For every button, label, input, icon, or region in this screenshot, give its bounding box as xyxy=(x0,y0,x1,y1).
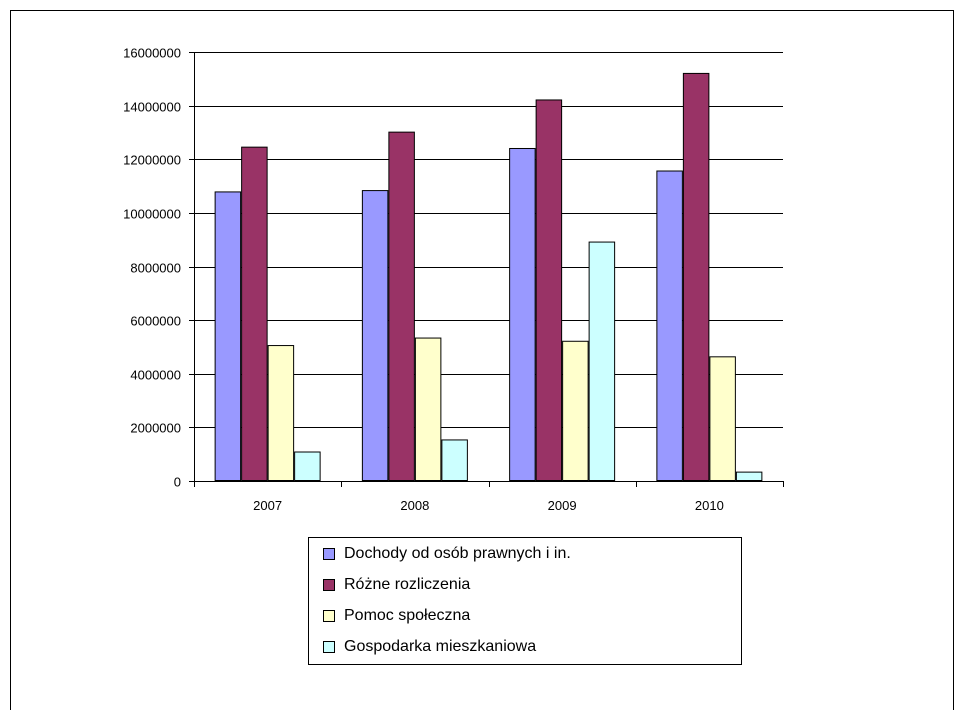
y-tick-label: 4000000 xyxy=(130,368,181,383)
y-tick-label: 14000000 xyxy=(123,100,181,115)
legend-item: Dochody od osób prawnych i in. xyxy=(323,544,571,564)
bar xyxy=(267,345,295,482)
bar xyxy=(709,356,736,481)
x-tick-label: 2010 xyxy=(695,498,724,513)
bar xyxy=(656,170,683,481)
bar xyxy=(682,72,710,481)
x-tick-label: 2007 xyxy=(253,498,282,513)
legend-swatch-icon xyxy=(323,548,335,560)
legend-label: Pomoc społeczna xyxy=(344,607,471,624)
bar xyxy=(414,337,442,481)
legend-item: Różne rozliczenia xyxy=(323,575,470,595)
x-tick-label: 2008 xyxy=(400,498,429,513)
y-tick-labels: 0 2000000 4000000 6000000 8000000 10000000 120… xyxy=(123,46,181,490)
y-tick-label: 0 xyxy=(174,475,181,490)
bar xyxy=(294,451,321,482)
legend-swatch-icon xyxy=(323,641,335,653)
bar xyxy=(588,241,616,481)
legend: Dochody od osób prawnych i in. Różne roz… xyxy=(308,537,742,665)
y-tick-label: 10000000 xyxy=(123,207,181,222)
y-tick-label: 12000000 xyxy=(123,153,181,168)
legend-item: Pomoc społeczna xyxy=(323,606,470,626)
bar xyxy=(535,99,563,481)
bar xyxy=(388,131,415,481)
bar xyxy=(361,190,389,481)
bar xyxy=(562,340,589,481)
bar xyxy=(509,147,536,482)
bar xyxy=(735,471,763,482)
legend-item: Gospodarka mieszkaniowa xyxy=(323,637,536,657)
y-tick-label: 6000000 xyxy=(130,314,181,329)
axes xyxy=(189,52,784,487)
legend-label: Dochody od osób prawnych i in. xyxy=(344,545,571,562)
bar xyxy=(441,439,468,481)
legend-label: Różne rozliczenia xyxy=(344,576,471,593)
legend-swatch-icon xyxy=(323,610,335,622)
legend-swatch-icon xyxy=(323,579,335,591)
bars xyxy=(214,72,763,482)
y-tick-label: 2000000 xyxy=(130,421,181,436)
bar xyxy=(241,146,268,481)
y-tick-label: 8000000 xyxy=(130,261,181,276)
legend-label: Gospodarka mieszkaniowa xyxy=(344,638,537,655)
x-tick-label: 2009 xyxy=(548,498,577,513)
y-tick-label: 16000000 xyxy=(123,46,181,61)
x-tick-labels: 2007 2008 2009 2010 xyxy=(253,498,724,513)
bar xyxy=(214,191,242,482)
